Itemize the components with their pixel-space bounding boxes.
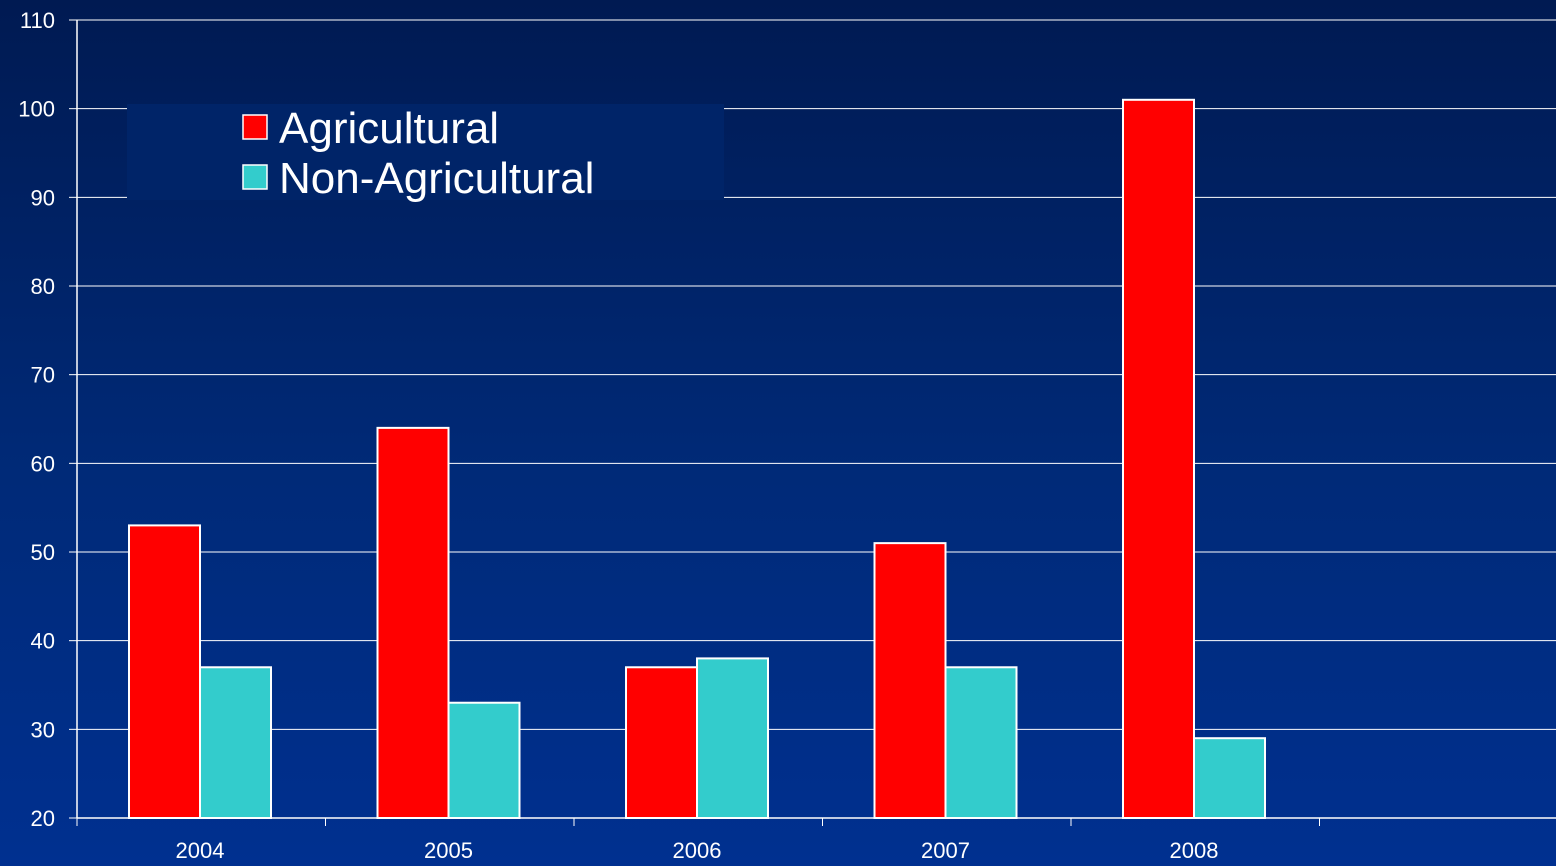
- legend-label-agricultural: Agricultural: [279, 104, 499, 153]
- legend-swatch-non-agricultural: [242, 164, 268, 190]
- y-tick-label: 80: [31, 274, 55, 299]
- y-tick-label: 100: [18, 97, 55, 122]
- bar-agricultural-2005: [376, 426, 450, 819]
- x-tick-label: 2005: [424, 838, 473, 863]
- legend-swatch-agricultural: [242, 114, 268, 140]
- x-tick-label: 2008: [1170, 838, 1219, 863]
- y-tick-label: 110: [20, 8, 55, 33]
- x-tick-label: 2007: [921, 838, 970, 863]
- x-tick-label: 2006: [673, 838, 722, 863]
- legend: Agricultural Non-Agricultural: [127, 104, 724, 203]
- y-tick-label: 40: [31, 629, 55, 654]
- legend-label-non-agricultural: Non-Agricultural: [279, 154, 594, 203]
- axes: 20 30 40 50 60 70 80 90 100 110 2004 2005 2006 2007 20…: [18, 8, 1556, 863]
- legend-background: [127, 104, 724, 200]
- bar-agricultural-2004: [128, 524, 201, 820]
- bar-non-agricultural-2007: [944, 666, 1018, 819]
- y-tick-label: 70: [31, 363, 55, 388]
- bar-agricultural-2008: [1122, 98, 1195, 820]
- bars: [128, 98, 1266, 820]
- y-tick-label: 90: [31, 185, 55, 210]
- y-tick-label: 30: [31, 717, 55, 742]
- bar-non-agricultural-2005: [447, 701, 521, 820]
- bar-non-agricultural-2008: [1193, 737, 1266, 820]
- y-tick-label: 50: [31, 540, 55, 565]
- bar-non-agricultural-2004: [199, 666, 272, 819]
- bar-agricultural-2006: [625, 666, 698, 819]
- bar-non-agricultural-2006: [696, 657, 769, 820]
- x-tick-label: 2004: [176, 838, 225, 863]
- bar-agricultural-2007: [873, 542, 947, 820]
- y-tick-label: 60: [31, 451, 55, 476]
- y-tick-label: 20: [31, 806, 55, 831]
